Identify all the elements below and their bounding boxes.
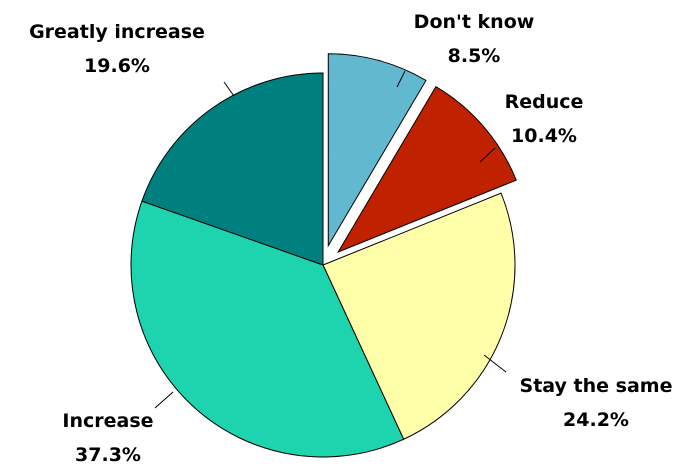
slice-value-greatly-increase: 19.6%	[84, 55, 150, 77]
pie-slice-greatly-increase	[141, 72, 324, 266]
slice-value-don-t-know: 8.5%	[448, 45, 501, 67]
slice-label-stay-the-same: Stay the same	[520, 375, 673, 397]
leader-line-increase	[154, 391, 174, 409]
leader-lines	[154, 70, 507, 409]
slice-value-stay-the-same: 24.2%	[563, 409, 629, 431]
slice-label-increase: Increase	[62, 410, 153, 432]
slice-value-increase: 37.3%	[75, 444, 141, 466]
slice-value-reduce: 10.4%	[511, 125, 577, 147]
pie-slice-reduce	[336, 86, 517, 253]
leader-line-don-t-know	[396, 70, 406, 88]
data-labels: Don't know 8.5% Reduce 10.4% Stay the same 24…	[29, 11, 672, 466]
slice-label-don-t-know: Don't know	[414, 11, 535, 33]
pie-slice-increase	[130, 200, 405, 458]
leader-line-stay-the-same	[483, 354, 507, 373]
leader-line-greatly-increase	[223, 81, 235, 97]
slice-label-reduce: Reduce	[505, 91, 584, 113]
slice-label-greatly-increase: Greatly increase	[29, 21, 205, 43]
pie-slice-stay-the-same	[322, 192, 516, 440]
leader-line-reduce	[479, 147, 496, 163]
pie-slice-don-t-know	[327, 53, 427, 248]
pie-slices	[130, 53, 517, 458]
